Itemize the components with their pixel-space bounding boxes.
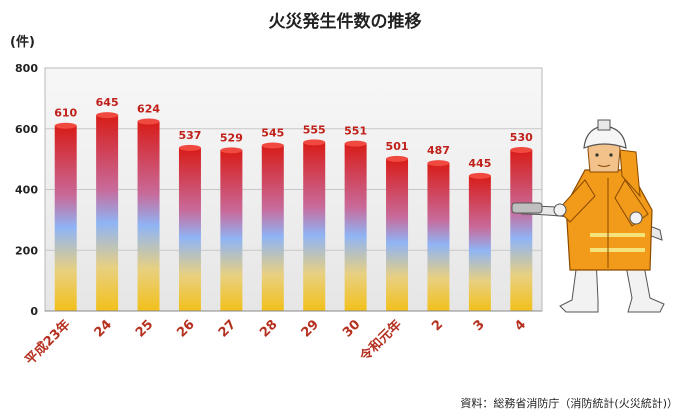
- bar: [137, 121, 160, 312]
- bar-cap: [386, 155, 409, 162]
- x-tick-label: 25: [133, 317, 156, 340]
- bars: [54, 112, 533, 312]
- source-note: 資料：総務省消防庁（消防統計(火災統計)）: [460, 396, 678, 410]
- bar-cap: [137, 118, 160, 125]
- bar: [178, 147, 201, 311]
- y-tick-label: 600: [15, 123, 38, 136]
- bar-cap: [96, 112, 119, 119]
- x-tick-label: 4: [512, 317, 529, 334]
- bar-cap: [54, 122, 77, 129]
- data-label: 624: [137, 102, 160, 115]
- bar-cap: [261, 142, 284, 149]
- x-tick-label: 令和元年: [357, 317, 405, 365]
- bar: [510, 150, 533, 311]
- data-label: 537: [178, 129, 201, 142]
- bar-cap: [344, 140, 367, 147]
- bar: [96, 115, 119, 311]
- data-label: 610: [54, 107, 77, 120]
- data-labels: 610 645 624 537 529 545 555 551 501 487 445 530: [54, 96, 533, 170]
- x-tick-label: 30: [340, 317, 363, 340]
- data-label: 487: [427, 144, 450, 157]
- bar-cap: [510, 147, 533, 154]
- bar: [261, 145, 284, 311]
- x-tick-label: 2: [429, 317, 446, 334]
- bar: [54, 125, 77, 312]
- gridlines: [45, 128, 542, 251]
- x-tick-label: 27: [216, 317, 239, 340]
- x-tick-label: 26: [174, 317, 197, 340]
- data-label: 529: [220, 131, 243, 144]
- bar-cap: [427, 160, 450, 167]
- data-label: 501: [386, 140, 409, 153]
- data-label: 551: [344, 125, 367, 138]
- bar: [344, 143, 367, 311]
- x-tick-label: 28: [257, 317, 280, 340]
- bar: [468, 175, 491, 311]
- y-tick-label: 400: [15, 184, 38, 197]
- firefighter-with-hose-icon: [511, 119, 665, 313]
- y-axis-unit: (件): [10, 34, 35, 50]
- x-tick-label: 平成23年: [22, 317, 74, 369]
- bar: [220, 150, 243, 311]
- bar-cap: [468, 172, 491, 179]
- bar: [303, 142, 326, 311]
- bar: [427, 163, 450, 311]
- x-tick-label: 29: [299, 317, 322, 340]
- bar-cap: [220, 147, 243, 154]
- x-tick-label: 24: [92, 317, 115, 340]
- x-tick-label: 3: [471, 317, 488, 334]
- data-label: 645: [96, 96, 119, 109]
- data-label: 530: [510, 131, 533, 144]
- bar-cap: [178, 144, 201, 151]
- data-label: 445: [468, 157, 491, 170]
- y-tick-label: 0: [30, 305, 38, 318]
- bar-cap: [303, 139, 326, 146]
- y-tick-label: 800: [15, 62, 38, 75]
- y-axis-ticks: 0 200 400 600 800: [15, 62, 38, 318]
- data-label: 545: [261, 126, 284, 139]
- y-tick-label: 200: [15, 244, 38, 257]
- bar: [386, 158, 409, 311]
- data-label: 555: [303, 123, 326, 136]
- chart-title: 火災発生件数の推移: [269, 11, 422, 32]
